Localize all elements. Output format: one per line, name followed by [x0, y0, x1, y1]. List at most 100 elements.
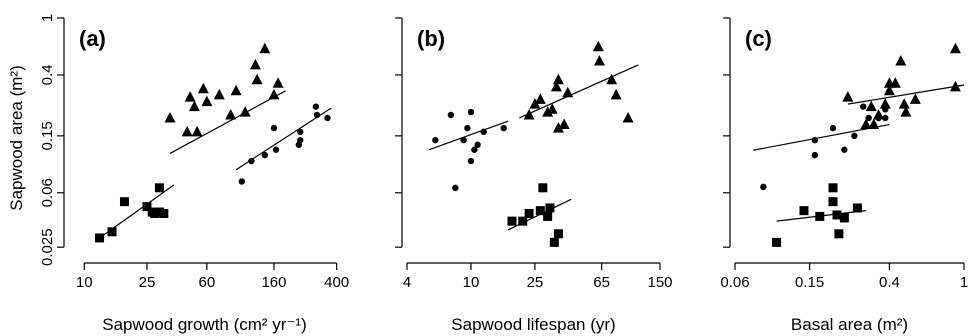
triangle-point	[842, 91, 854, 102]
triangle-point	[164, 111, 176, 123]
triangle-point	[181, 125, 193, 137]
panel-a: 0.025 0.06 0.15 0.4 1 10 25 60 160 400 Sapwood gro…	[7, 14, 349, 334]
triangle-point	[860, 118, 872, 130]
triangle-point	[909, 93, 921, 104]
triangle-point	[523, 108, 535, 120]
triangle-point	[606, 73, 618, 85]
x-tick-label: 4	[403, 274, 411, 291]
circle-point	[480, 128, 487, 136]
triangle-point	[949, 80, 961, 92]
triangle-point	[895, 55, 907, 66]
square-point	[832, 210, 842, 220]
square-point	[543, 211, 553, 221]
triangle-point	[900, 106, 912, 117]
panel-c: 0.06 0.15 0.4 1 Basal area (m²) (c)	[720, 17, 968, 334]
square-point	[150, 208, 160, 218]
square-point	[834, 229, 844, 239]
circle-point	[464, 124, 471, 132]
circle-point	[882, 114, 889, 122]
y-tick-label: 0.4	[39, 64, 56, 85]
triangle-point	[865, 100, 877, 112]
circle-point	[297, 136, 304, 144]
regression-line	[847, 84, 965, 105]
circle-point	[829, 124, 837, 132]
triangle-point	[562, 86, 574, 98]
square-point	[95, 233, 105, 243]
triangle-point	[259, 42, 271, 54]
circle-point	[474, 141, 481, 148]
triangle-point	[949, 42, 961, 54]
square-point	[815, 211, 825, 221]
triangle-point	[558, 118, 570, 130]
triangle-point	[610, 88, 622, 100]
triangle-point	[883, 84, 895, 96]
triangle-point	[239, 106, 251, 117]
circle-point	[432, 136, 439, 144]
triangle-point	[592, 40, 604, 52]
x-tick-label: 400	[324, 274, 349, 291]
triangle-point	[622, 111, 634, 123]
x-axis-label: Basal area (m²)	[791, 315, 908, 334]
square-point	[538, 183, 548, 193]
circle-point	[452, 184, 459, 192]
circle-point	[324, 114, 331, 122]
triangle-point	[889, 77, 901, 88]
x-tick-label: 65	[593, 274, 610, 291]
square-point	[119, 197, 129, 207]
triangle-point	[201, 95, 213, 107]
circle-point	[467, 157, 475, 165]
triangle-point	[542, 106, 554, 117]
x-tick-label: 0.06	[720, 274, 749, 291]
x-tick-label: 25	[527, 274, 544, 291]
square-point	[549, 237, 559, 247]
triangle-point	[534, 93, 546, 104]
triangle-point	[529, 98, 541, 109]
circle-point	[313, 111, 321, 119]
square-point	[518, 216, 528, 226]
panel-label: (c)	[745, 26, 772, 51]
square-point	[142, 202, 152, 212]
x-tick-label: 10	[463, 274, 480, 291]
triangle-point	[191, 125, 203, 137]
square-point	[828, 183, 838, 193]
triangle-point	[550, 80, 562, 92]
square-point	[107, 227, 117, 237]
panel-label: (b)	[417, 26, 445, 51]
x-tick-label: 25	[139, 274, 156, 291]
regression-line	[429, 120, 509, 151]
triangle-point	[272, 77, 284, 88]
circle-point	[248, 157, 255, 165]
square-point	[772, 237, 782, 247]
triangle-point	[225, 108, 237, 120]
triangle-point	[879, 98, 891, 109]
triangle-point	[268, 88, 280, 100]
y-tick-label: 0.025	[39, 228, 56, 266]
circle-point	[882, 106, 889, 113]
circle-point	[865, 114, 872, 122]
x-tick-label: 0.4	[879, 274, 900, 291]
circle-point	[760, 183, 767, 191]
square-point	[799, 206, 809, 216]
square-point	[154, 183, 164, 193]
circle-point	[841, 146, 848, 153]
regression-line	[169, 90, 287, 154]
triangle-point	[552, 122, 564, 133]
y-axis-label: Sapwood area (m²)	[7, 65, 26, 211]
triangle-point	[184, 91, 196, 102]
square-point	[535, 206, 545, 216]
square-point	[507, 216, 517, 226]
x-axis-label: Sapwood lifespan (yr)	[451, 315, 615, 334]
circle-point	[447, 111, 455, 119]
y-tick-label: 1	[39, 14, 56, 22]
y-tick-label: 0.06	[39, 178, 56, 207]
circle-point	[471, 146, 478, 153]
x-tick-label: 1	[960, 274, 968, 291]
triangle-point	[213, 88, 225, 100]
triangle-point	[251, 73, 263, 85]
y-tick-label: 0.15	[39, 121, 56, 150]
circle-point	[238, 178, 246, 185]
x-tick-label: 60	[199, 274, 216, 291]
square-point	[828, 197, 838, 207]
triangle-point	[249, 58, 261, 70]
x-tick-label: 10	[76, 274, 93, 291]
